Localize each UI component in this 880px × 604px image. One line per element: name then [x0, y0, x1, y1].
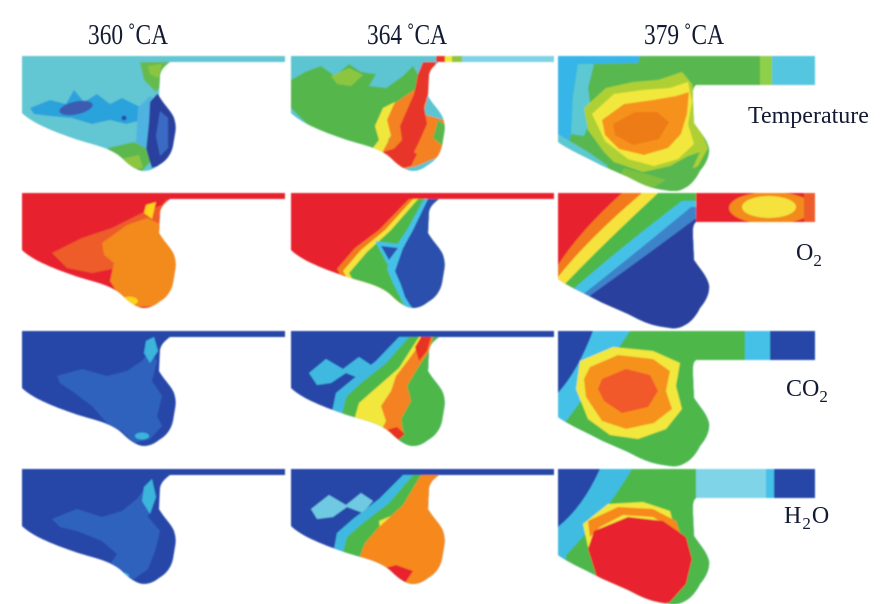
svg-text:364 ˚CA: 364 ˚CA	[367, 19, 447, 51]
svg-text:H2O: H2O	[784, 503, 830, 533]
svg-text:CO2: CO2	[786, 376, 828, 406]
svg-text:360 ˚CA: 360 ˚CA	[88, 19, 168, 51]
svg-text:O2: O2	[796, 240, 822, 270]
svg-text:Temperature: Temperature	[748, 103, 869, 129]
svg-text:379 ˚CA: 379 ˚CA	[644, 19, 724, 51]
